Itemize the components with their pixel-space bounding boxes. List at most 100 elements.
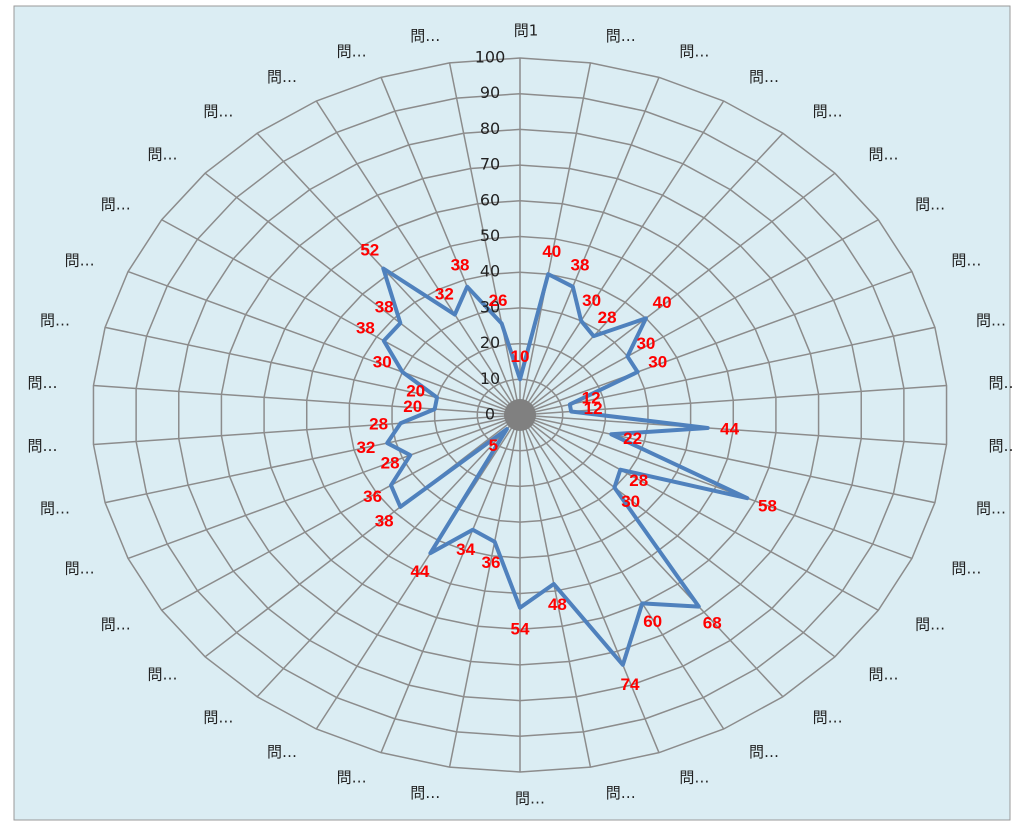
category-label: 問… [989, 374, 1012, 392]
spoke [448, 62, 521, 416]
value-label: 22 [623, 429, 642, 448]
value-label: 28 [381, 453, 400, 472]
category-label: 問… [915, 196, 945, 214]
value-label: 30 [373, 353, 392, 372]
spoke [93, 384, 521, 416]
value-label: 28 [369, 415, 388, 434]
value-label: 30 [621, 492, 640, 511]
category-label: 問… [606, 784, 636, 802]
spoke [519, 414, 913, 560]
value-label: 44 [410, 562, 429, 581]
spoke [256, 414, 521, 698]
value-label: 58 [758, 496, 777, 515]
spoke [519, 100, 725, 416]
spoke [104, 326, 521, 416]
spoke [104, 414, 521, 504]
category-label: 問… [27, 437, 57, 455]
value-label: 5 [489, 436, 498, 455]
value-label: 26 [489, 291, 508, 310]
value-label: 32 [435, 285, 454, 304]
r-tick-label: 10 [480, 369, 500, 388]
value-label: 20 [403, 397, 422, 416]
r-tick-label: 90 [480, 83, 500, 102]
spoke [519, 414, 947, 446]
value-label: 38 [375, 511, 394, 530]
category-label: 問… [101, 196, 131, 214]
category-label: 問… [65, 560, 95, 578]
category-label: 問… [101, 615, 131, 633]
value-label: 60 [643, 612, 662, 631]
category-label: 問… [976, 500, 1006, 518]
spoke [519, 270, 913, 416]
value-label: 38 [375, 298, 394, 317]
category-label: 問… [679, 43, 709, 61]
r-tick-label: 100 [475, 48, 506, 67]
r-tick-label: 40 [480, 262, 500, 281]
category-label: 問… [147, 146, 177, 164]
spoke [519, 172, 836, 416]
value-label: 12 [584, 399, 603, 418]
spoke [315, 414, 521, 730]
value-label: 36 [363, 487, 382, 506]
category-label: 問1 [514, 22, 539, 40]
spoke [519, 414, 592, 768]
spoke [519, 77, 660, 416]
value-label: 38 [451, 255, 470, 274]
category-label: 問… [147, 665, 177, 683]
spoke [519, 414, 784, 698]
value-label: 40 [542, 242, 561, 261]
category-label: 問… [203, 103, 233, 121]
marks [381, 266, 750, 667]
spoke [519, 326, 936, 416]
value-label: 20 [406, 382, 425, 401]
category-label: 問… [951, 251, 981, 269]
value-label: 74 [621, 675, 640, 694]
spoke [93, 414, 521, 446]
r-tick-label: 80 [480, 119, 500, 138]
category-label: 問… [27, 374, 57, 392]
spoke [519, 384, 947, 416]
spoke [127, 414, 521, 560]
value-label: 28 [598, 308, 617, 327]
spoke [519, 414, 879, 611]
category-label: 問… [410, 784, 440, 802]
r-tick-label: 20 [480, 333, 500, 352]
value-label: 36 [482, 553, 501, 572]
category-label: 問… [749, 68, 779, 86]
spoke [519, 414, 660, 753]
spoke [380, 77, 521, 416]
series-line [381, 266, 750, 667]
spoke [519, 414, 936, 504]
category-label: 問… [749, 743, 779, 761]
category-label: 問… [337, 43, 367, 61]
category-label: 問… [267, 743, 297, 761]
spoke [127, 270, 521, 416]
value-label: 10 [511, 347, 530, 366]
category-label: 問… [606, 27, 636, 45]
category-label: 問… [410, 27, 440, 45]
spoke [204, 414, 521, 658]
category-label: 問… [869, 665, 899, 683]
category-label: 問… [869, 146, 899, 164]
spoke [161, 219, 521, 416]
r-tick-label: 60 [480, 190, 500, 209]
value-label: 12 [582, 389, 601, 408]
value-label: 52 [360, 241, 379, 260]
spoke [315, 100, 521, 416]
value-label: 68 [703, 613, 722, 632]
spoke [519, 132, 784, 416]
grid [92, 57, 948, 773]
category-label: 問… [203, 708, 233, 726]
value-label: 30 [636, 334, 655, 353]
value-label: 44 [720, 419, 739, 438]
value-label: 34 [456, 540, 475, 559]
category-label: 問… [951, 560, 981, 578]
spoke [448, 414, 521, 768]
r-tick-label: 0 [485, 405, 495, 424]
labels: 0 10 20 30 40 50 60 70 80 90 100 問1 問… 問… 問… 問… 問… 問… 問… 問…… [27, 22, 1012, 808]
center-hub [504, 399, 536, 431]
r-tick-label: 70 [480, 155, 500, 174]
category-label: 問… [65, 251, 95, 269]
category-label: 問… [40, 311, 70, 329]
